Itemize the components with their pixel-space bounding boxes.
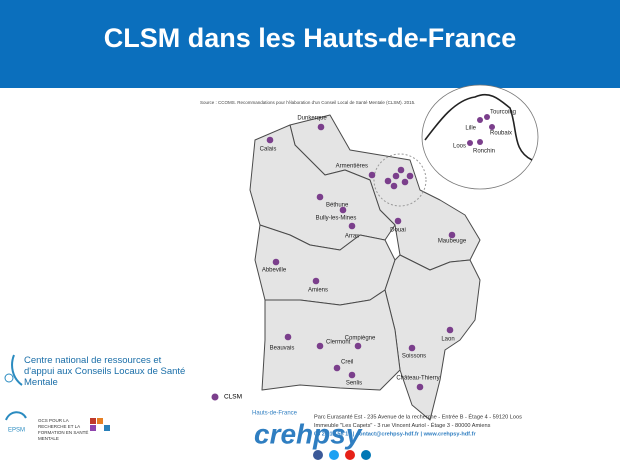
social-icons (313, 450, 371, 460)
inset-city-label: Roubaix (490, 131, 512, 137)
ccoms-text-box: Centre national de ressources et d'appui… (24, 355, 186, 388)
city-label: Creil (341, 360, 353, 366)
inset-frame (421, 84, 539, 190)
city-dot (416, 383, 424, 391)
city-dot (390, 182, 398, 190)
city-label: Dunkerque (297, 116, 327, 122)
inset-city-label: Loos (453, 144, 466, 150)
city-dot (401, 178, 409, 186)
twitter-icon[interactable] (329, 450, 339, 460)
inset-city-dot (477, 117, 483, 123)
linkedin-icon[interactable] (361, 450, 371, 460)
city-label: Maubeuge (438, 239, 467, 245)
aisne (384, 254, 481, 421)
inset-city-dot (467, 140, 473, 146)
city-label: Bully-les-Mines (316, 216, 357, 222)
inset-city-label: Tourcoing (490, 110, 516, 116)
inset-city-dot (484, 114, 490, 120)
city-dot (406, 172, 414, 180)
city-dot (333, 364, 341, 372)
city-dot (392, 172, 400, 180)
city-label: Arras (345, 234, 359, 240)
city-dot (408, 344, 416, 352)
city-dot (317, 123, 325, 131)
inset-city-label: Lille (465, 126, 476, 132)
city-label: Senlis (346, 381, 362, 387)
city-label: Armentières (336, 164, 368, 170)
city-dot (397, 166, 405, 174)
inset-border (424, 93, 533, 161)
map-source: Source : CCOMS. Recommandations pour l'é… (200, 100, 415, 105)
ccoms-text: Centre national de ressources et d'appui… (24, 355, 186, 388)
ccoms-logo (4, 354, 23, 386)
city-label: Béthune (326, 203, 349, 209)
city-dot (339, 206, 347, 214)
city-label: Amiens (308, 288, 328, 294)
city-dot (348, 222, 356, 230)
city-label: Clermont (326, 340, 351, 346)
city-dot (316, 342, 324, 350)
footer-line: 03 20 16 56 10 | contact@crehpsy-hdf.fr … (314, 431, 476, 437)
city-label: Abbeville (262, 268, 287, 274)
legend-dot (211, 393, 219, 401)
city-dot (272, 258, 280, 266)
city-label: Beauvais (270, 346, 295, 352)
epsm-label: EPSM (8, 428, 25, 434)
city-label: Château-Thierry (396, 376, 439, 382)
city-dot (312, 277, 320, 285)
header-band (0, 0, 620, 88)
logo-shape (4, 373, 14, 383)
logo-shape (11, 354, 23, 386)
city-dot (446, 326, 454, 334)
city-dot (384, 177, 392, 185)
oise (261, 289, 401, 391)
footer-line: Parc Eurasanté Est - 235 Avenue de la re… (314, 413, 522, 420)
city-label: Laon (441, 337, 454, 343)
city-dot (316, 193, 324, 201)
gcs-text: GCS POUR LA RECHERCHE ET LA FORMATION EN… (38, 418, 89, 441)
city-label: Douai (390, 228, 406, 234)
footer-line: Immeuble "Les Capets" - 3 rue Vincent Au… (314, 422, 491, 429)
city-label: Calais (260, 147, 277, 153)
legend-label: CLSM (224, 394, 242, 401)
crehpsy-logo: crehpsy (254, 418, 363, 449)
city-dot (448, 231, 456, 239)
inset-city-dot (477, 139, 483, 145)
gcs-squares (90, 418, 110, 431)
facebook-icon[interactable] (313, 450, 323, 460)
logo-shape (5, 411, 27, 421)
city-dot (348, 371, 356, 379)
city-dot (266, 136, 274, 144)
city-dot (368, 171, 376, 179)
city-dot (284, 333, 292, 341)
city-dot (394, 217, 402, 225)
zoom-circle (373, 153, 427, 207)
youtube-icon[interactable] (345, 450, 355, 460)
crehpsy-region: Hauts-de-France (252, 411, 298, 417)
inset-city-dot (489, 124, 495, 130)
region-map (249, 84, 539, 421)
city-label: Soissons (402, 354, 426, 360)
city-label: Compiègne (345, 336, 376, 342)
city-dot (354, 342, 362, 350)
gcs-text-box: GCS POUR LA RECHERCHE ET LA FORMATION EN… (38, 418, 89, 441)
inset-city-label: Ronchin (473, 149, 495, 155)
slide-title: CLSM dans les Hauts-de-France (104, 23, 517, 53)
